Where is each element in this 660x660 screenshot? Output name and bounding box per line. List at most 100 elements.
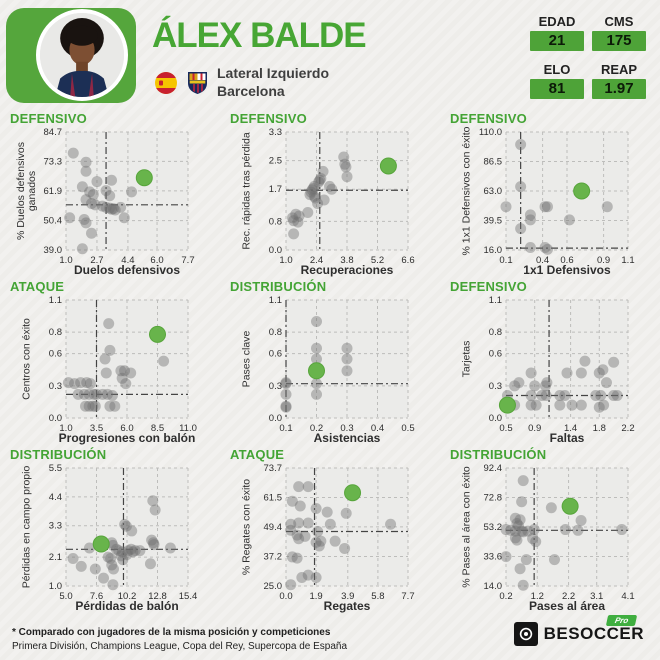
chart-cell: DEFENSIVO 1.0 2.7 4.4 6.0 7.7 39.0 50.4 61.9 73.… — [0, 110, 220, 278]
svg-text:33.6: 33.6 — [484, 552, 503, 563]
scatter-plot-pases-clave: 0.1 0.2 0.3 0.4 0.5 0.0 0.3 0.6 0.8 1.1 Asistencia… — [241, 295, 415, 445]
stat-value: 175 — [592, 31, 646, 51]
svg-text:84.7: 84.7 — [44, 127, 63, 138]
stat-label: CMS — [604, 14, 634, 29]
svg-text:6.0: 6.0 — [120, 423, 133, 434]
svg-text:7.7: 7.7 — [401, 591, 414, 602]
svg-text:0.0: 0.0 — [279, 591, 292, 602]
position-team-text: Lateral Izquierdo Barcelona — [217, 65, 329, 100]
svg-text:8.5: 8.5 — [151, 423, 164, 434]
svg-text:0.0: 0.0 — [269, 245, 282, 256]
svg-text:2.1: 2.1 — [49, 552, 62, 563]
stat-label: REAP — [600, 62, 638, 77]
besoccer-wordmark: BESOCCER — [543, 624, 644, 643]
svg-text:0.0: 0.0 — [489, 413, 502, 424]
stat-value: 21 — [530, 31, 584, 51]
chart-section-label: DEFENSIVO — [450, 111, 527, 126]
svg-text:Centros con éxito: Centros con éxito — [21, 318, 33, 400]
scatter-plot-duelos-defensivos: 1.0 2.7 4.4 6.0 7.7 39.0 50.4 61.9 73.3 84.7 Duelo… — [15, 127, 195, 277]
svg-text:61.9: 61.9 — [44, 186, 63, 197]
scatter-plot-tarjetas: 0.5 0.9 1.4 1.8 2.2 0.0 0.3 0.6 0.8 1.1 Faltas Tarj… — [461, 295, 635, 445]
stat-value: 1.97 — [592, 79, 646, 99]
svg-text:1.4: 1.4 — [564, 423, 577, 434]
stat-reap: REAP 1.97 — [592, 62, 646, 99]
svg-text:1.7: 1.7 — [269, 184, 282, 195]
player-team: Barcelona — [217, 82, 285, 99]
chart-section-label: DISTRIBUCIÓN — [450, 447, 547, 462]
svg-text:4.4: 4.4 — [121, 255, 134, 266]
stats-grid: EDAD 21 CMS 175 ELO 81 REAP 1.97 — [530, 14, 646, 99]
svg-text:1.0: 1.0 — [59, 255, 72, 266]
svg-text:0.1: 0.1 — [279, 423, 292, 434]
svg-text:63.0: 63.0 — [484, 186, 503, 197]
player-header: ÁLEX BALDE Lateral Izquierdo Barc — [0, 0, 660, 110]
svg-text:% Regates con éxito: % Regates con éxito — [241, 479, 253, 575]
svg-text:Asistencias: Asistencias — [314, 431, 381, 445]
svg-text:39.0: 39.0 — [44, 245, 63, 256]
svg-text:11.0: 11.0 — [179, 423, 197, 434]
chart-section-label: DEFENSIVO — [230, 111, 307, 126]
svg-text:2.5: 2.5 — [269, 156, 282, 167]
svg-text:7.7: 7.7 — [181, 255, 194, 266]
svg-text:7.6: 7.6 — [90, 591, 103, 602]
svg-text:Pérdidas de balón: Pérdidas de balón — [75, 599, 178, 613]
chart-section-label: ATAQUE — [10, 279, 65, 294]
svg-text:0.8: 0.8 — [49, 327, 62, 338]
svg-text:0.4: 0.4 — [536, 255, 549, 266]
svg-text:2.7: 2.7 — [90, 255, 103, 266]
svg-text:0.1: 0.1 — [499, 255, 512, 266]
svg-text:73.7: 73.7 — [264, 463, 283, 474]
svg-text:1.1: 1.1 — [269, 295, 282, 306]
svg-text:0.8: 0.8 — [269, 216, 282, 227]
scatter-plot-perdidas: 5.0 7.6 10.2 12.8 15.4 1.0 2.1 3.3 4.4 5.5 Pérdida… — [21, 463, 198, 613]
svg-text:49.4: 49.4 — [264, 522, 283, 533]
svg-text:15.4: 15.4 — [179, 591, 198, 602]
svg-text:1.1: 1.1 — [49, 295, 62, 306]
svg-text:6.0: 6.0 — [150, 255, 163, 266]
svg-text:73.3: 73.3 — [44, 156, 63, 167]
player-photo — [36, 9, 128, 101]
svg-text:0.2: 0.2 — [310, 423, 323, 434]
svg-text:1x1 Defensivos: 1x1 Defensivos — [523, 263, 611, 277]
svg-text:0.6: 0.6 — [269, 349, 282, 360]
chart-section-label: DISTRIBUCIÓN — [10, 447, 107, 462]
svg-text:Pases clave: Pases clave — [241, 331, 253, 388]
svg-text:Regates: Regates — [324, 599, 371, 613]
svg-text:Rec. rápidas tras pérdida: Rec. rápidas tras pérdida — [241, 132, 253, 249]
svg-text:37.2: 37.2 — [264, 551, 283, 562]
chart-cell: DEFENSIVO 1.0 2.4 3.8 5.2 6.6 0.0 0.8 1.7 2.5 3.3… — [220, 110, 440, 278]
svg-text:5.5: 5.5 — [49, 463, 62, 474]
chart-cell: ATAQUE 0.0 1.9 3.9 5.8 7.7 25.0 37.2 49.4 61.5 73… — [220, 446, 440, 614]
svg-text:0.6: 0.6 — [489, 349, 502, 360]
scatter-plot-centros: 1.0 3.5 6.0 8.5 11.0 0.0 0.3 0.6 0.8 1.1 Progresio… — [21, 295, 197, 445]
chart-cell: DISTRIBUCIÓN 0.2 1.2 2.2 3.1 4.1 14.0 33.6 53.2… — [440, 446, 660, 614]
svg-text:12.8: 12.8 — [148, 591, 167, 602]
scatter-plot-regates: 0.0 1.9 3.9 5.8 7.7 25.0 37.2 49.4 61.5 73.7 Regat… — [241, 463, 415, 613]
note-line-2: Primera División, Champions League, Copa… — [12, 641, 348, 652]
stat-label: EDAD — [538, 14, 576, 29]
chart-section-label: ATAQUE — [230, 447, 285, 462]
svg-text:% Pases al área con éxito: % Pases al área con éxito — [461, 466, 473, 588]
stat-label: ELO — [543, 62, 571, 77]
svg-text:0.2: 0.2 — [499, 591, 512, 602]
svg-text:1.0: 1.0 — [279, 255, 292, 266]
svg-text:3.3: 3.3 — [49, 521, 62, 532]
spain-flag-icon — [155, 71, 177, 94]
note-line-1: * Comparado con jugadores de la misma po… — [12, 627, 331, 638]
svg-text:5.2: 5.2 — [371, 255, 384, 266]
svg-text:50.4: 50.4 — [44, 216, 63, 227]
svg-text:3.1: 3.1 — [590, 591, 603, 602]
svg-text:1.0: 1.0 — [59, 423, 72, 434]
svg-text:Progresiones con balón: Progresiones con balón — [59, 431, 196, 445]
svg-text:0.8: 0.8 — [269, 327, 282, 338]
chart-cell: DISTRIBUCIÓN 0.1 0.2 0.3 0.4 0.5 0.0 0.3 0.6 0.8… — [220, 278, 440, 446]
svg-text:3.9: 3.9 — [341, 591, 354, 602]
besoccer-logo-icon — [513, 622, 538, 646]
svg-text:0.9: 0.9 — [597, 255, 610, 266]
player-position: Lateral Izquierdo — [217, 65, 330, 81]
svg-text:1.9: 1.9 — [309, 591, 322, 602]
chart-section-label: DEFENSIVO — [10, 111, 87, 126]
svg-text:0.5: 0.5 — [499, 423, 512, 434]
svg-text:5.8: 5.8 — [371, 591, 384, 602]
scatter-plot-pases-area: 0.2 1.2 2.2 3.1 4.1 14.0 33.6 53.2 72.8 92.4 Pases… — [461, 463, 635, 613]
